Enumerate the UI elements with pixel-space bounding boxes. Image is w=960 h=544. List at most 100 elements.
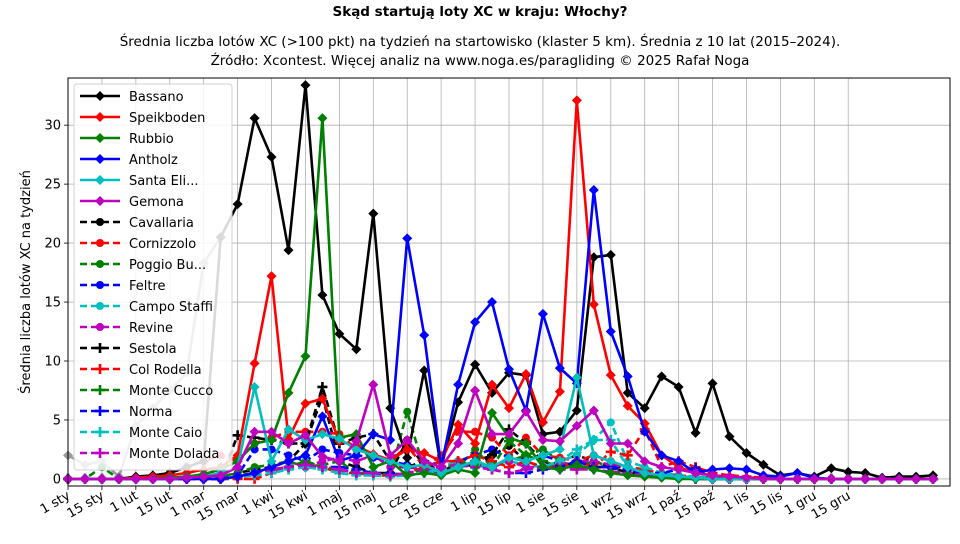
data-point (656, 470, 667, 481)
legend-marker (96, 302, 104, 310)
data-point (386, 463, 395, 472)
data-point (402, 462, 413, 473)
data-point (385, 470, 396, 481)
data-point (283, 438, 294, 449)
data-point (572, 451, 581, 460)
legend-label: Sestola (129, 342, 177, 357)
legend-label: Speikboden (129, 111, 205, 126)
legend-marker (95, 448, 105, 458)
data-point (249, 468, 260, 479)
legend-item: Poggio Bu... (80, 258, 206, 273)
data-point (538, 445, 547, 454)
data-point (622, 450, 633, 461)
data-point (537, 450, 548, 461)
data-point (521, 433, 530, 442)
data-point (368, 450, 379, 461)
data-point (232, 471, 243, 482)
data-point (283, 456, 294, 467)
data-point (419, 456, 430, 467)
data-point (554, 436, 565, 447)
legend-item: Gemona (80, 195, 184, 210)
data-point (317, 113, 328, 124)
data-point (622, 371, 633, 382)
data-point (317, 429, 328, 440)
data-point (368, 462, 379, 473)
data-point (402, 470, 413, 481)
data-point (317, 462, 328, 473)
data-point (249, 381, 260, 392)
data-point (300, 80, 311, 91)
legend-marker (95, 112, 105, 122)
data-point (589, 457, 598, 466)
series-gemona (63, 379, 939, 484)
y-tick-label: 5 (53, 413, 61, 428)
x-tick-label: 15 sie (541, 488, 582, 521)
legend-marker (95, 175, 105, 185)
data-point (673, 471, 684, 482)
data-point (351, 468, 362, 479)
data-point (554, 363, 565, 374)
data-point (266, 271, 277, 282)
x-tick-label: 15 sty (65, 488, 108, 521)
legend-marker (96, 323, 104, 331)
y-tick-label: 10 (44, 355, 61, 370)
series-line (68, 383, 933, 481)
data-point (911, 473, 922, 484)
data-point (707, 464, 718, 475)
legend-label: Revine (129, 321, 173, 336)
data-point (656, 450, 667, 461)
legend-item: Speikboden (80, 111, 205, 126)
data-point (352, 457, 361, 466)
data-point (758, 459, 769, 470)
data-point (537, 462, 548, 473)
x-tick-label: 1 lut (108, 488, 141, 516)
legend-label: Poggio Bu... (129, 258, 206, 273)
data-point (571, 459, 582, 470)
data-point (724, 431, 735, 442)
data-point (639, 456, 650, 467)
data-point (470, 317, 481, 328)
data-point (487, 407, 498, 418)
data-point (215, 470, 226, 481)
legend-label: Norma (129, 405, 172, 420)
data-point (487, 379, 498, 390)
data-point (571, 95, 582, 106)
data-point (537, 308, 548, 319)
data-point (232, 462, 243, 473)
chart-title: Skąd startują loty XC w kraju: Włochy? (333, 4, 628, 20)
data-point (96, 473, 107, 484)
data-point (164, 473, 175, 484)
data-point (351, 436, 362, 447)
legend-label: Rubbio (129, 132, 174, 147)
data-point (877, 473, 888, 484)
data-point (402, 233, 413, 244)
data-point (453, 379, 464, 390)
data-point (622, 470, 633, 481)
data-point (368, 429, 379, 440)
legend-marker (95, 196, 105, 206)
y-tick-label: 15 (44, 296, 61, 311)
data-point (588, 464, 599, 475)
legend-label: Monte Caio (129, 426, 202, 441)
data-point (894, 473, 905, 484)
data-point (368, 379, 379, 390)
legend-item: Col Rodella (80, 363, 202, 378)
data-point (724, 471, 735, 482)
data-point (283, 424, 294, 435)
data-point (554, 386, 565, 397)
x-tick-label: 15 kwi (266, 488, 310, 522)
legend-item: Monte Cucco (80, 384, 213, 399)
data-point (690, 468, 701, 479)
data-point (300, 450, 311, 461)
data-point (639, 426, 650, 437)
data-point (300, 398, 311, 409)
data-point (436, 462, 447, 473)
legend-item: Sestola (80, 342, 177, 357)
data-point (487, 297, 498, 308)
data-point (673, 381, 684, 392)
legend-item: Antholz (80, 153, 178, 168)
data-point (453, 419, 464, 430)
data-point (571, 372, 582, 383)
data-point (707, 470, 718, 481)
